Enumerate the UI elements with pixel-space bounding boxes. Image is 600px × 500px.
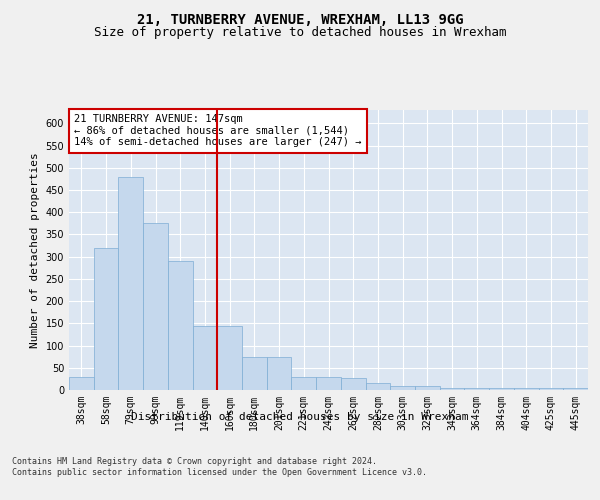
Bar <box>539 388 563 390</box>
Text: Size of property relative to detached houses in Wrexham: Size of property relative to detached ho… <box>94 26 506 39</box>
Bar <box>217 326 242 390</box>
Bar <box>563 388 588 390</box>
Bar <box>316 376 341 390</box>
Bar <box>69 376 94 390</box>
Bar <box>168 261 193 390</box>
Bar <box>292 376 316 390</box>
Bar <box>415 386 440 390</box>
Text: 21 TURNBERRY AVENUE: 147sqm
← 86% of detached houses are smaller (1,544)
14% of : 21 TURNBERRY AVENUE: 147sqm ← 86% of det… <box>74 114 362 148</box>
Bar <box>193 326 217 390</box>
Bar <box>143 224 168 390</box>
Bar <box>242 356 267 390</box>
Bar <box>440 388 464 390</box>
Bar <box>514 388 539 390</box>
Bar <box>267 356 292 390</box>
Y-axis label: Number of detached properties: Number of detached properties <box>30 152 40 348</box>
Bar <box>94 248 118 390</box>
Bar <box>464 388 489 390</box>
Bar <box>118 176 143 390</box>
Text: 21, TURNBERRY AVENUE, WREXHAM, LL13 9GG: 21, TURNBERRY AVENUE, WREXHAM, LL13 9GG <box>137 12 463 26</box>
Text: Distribution of detached houses by size in Wrexham: Distribution of detached houses by size … <box>131 412 469 422</box>
Text: Contains HM Land Registry data © Crown copyright and database right 2024.
Contai: Contains HM Land Registry data © Crown c… <box>12 458 427 477</box>
Bar <box>390 386 415 390</box>
Bar <box>341 378 365 390</box>
Bar <box>489 388 514 390</box>
Bar <box>365 384 390 390</box>
